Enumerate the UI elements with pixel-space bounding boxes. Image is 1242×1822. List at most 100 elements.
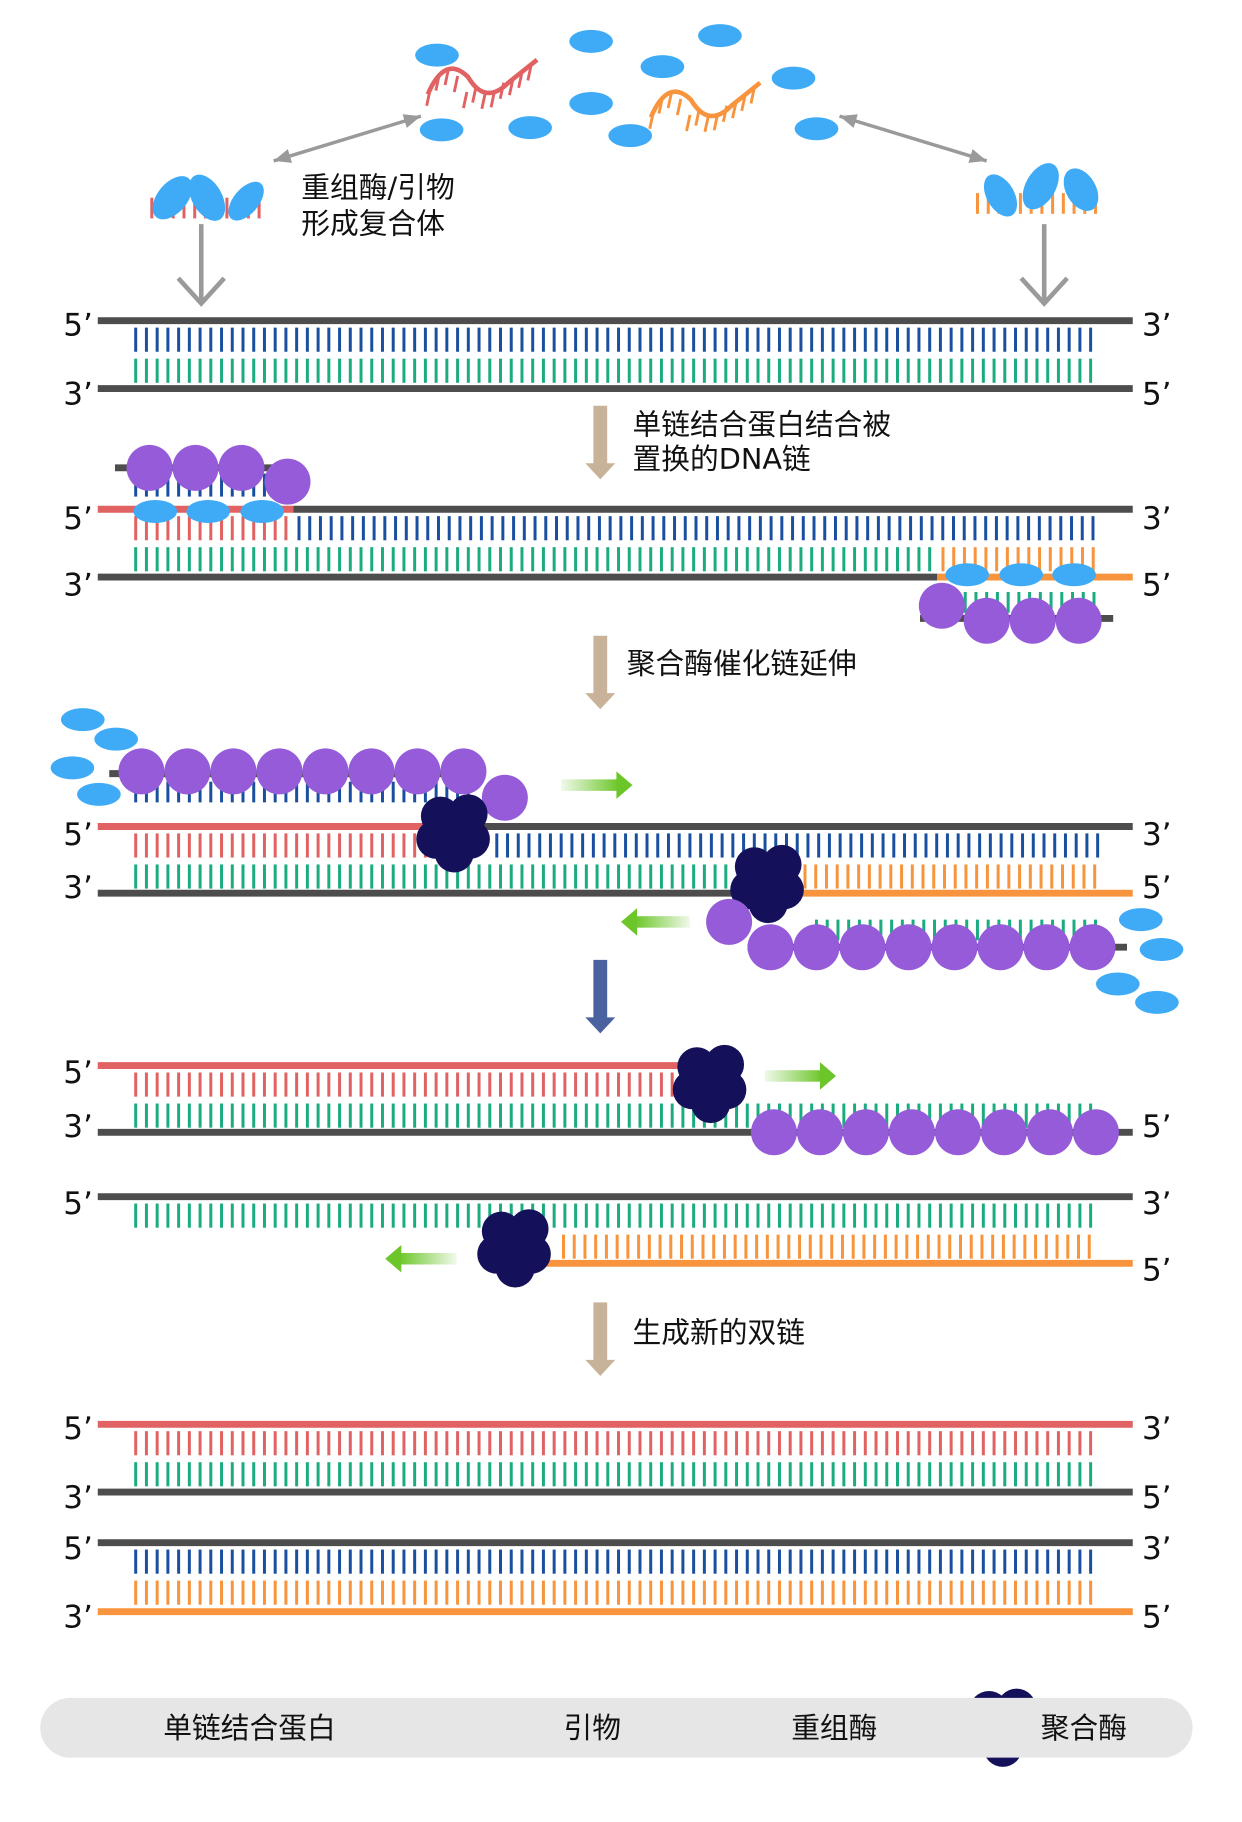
ssb-protein — [218, 444, 265, 491]
step-arrowhead — [585, 693, 616, 710]
three-prime-label: 3’ — [63, 870, 93, 906]
primer-base — [489, 90, 496, 108]
three-prime-label: 3’ — [63, 1600, 93, 1636]
ssb-protein — [302, 748, 349, 795]
recombinase — [508, 116, 552, 140]
complex-caption-line1: 重组酶/引物 — [301, 171, 454, 205]
five-prime-label: 5’ — [1142, 1109, 1172, 1145]
ssb-protein — [264, 458, 311, 505]
ssb-protein — [980, 1109, 1027, 1156]
primer-base — [740, 94, 747, 112]
complex-caption-line2: 形成复合体 — [301, 206, 445, 240]
primer-base — [703, 115, 710, 133]
primer-base — [462, 91, 469, 109]
recombinase — [60, 708, 105, 732]
recombinase — [240, 500, 285, 524]
legend-ssb-label: 单链结合蛋白 — [163, 1711, 335, 1745]
primer-base — [508, 78, 515, 96]
five-prime-label: 5’ — [63, 501, 93, 537]
recombinase — [228, 181, 264, 221]
ssb-protein — [750, 1109, 797, 1156]
extension-arrowhead — [616, 771, 633, 799]
five-prime-label: 5’ — [1142, 567, 1172, 603]
recombinase — [1095, 972, 1140, 996]
primer-icon — [648, 80, 762, 133]
ssb-protein — [481, 774, 528, 821]
five-prime-label: 5’ — [63, 1531, 93, 1567]
primer-base — [648, 112, 655, 130]
ssb-protein — [210, 748, 257, 795]
ssb-protein — [126, 444, 173, 491]
recombinase — [415, 43, 459, 67]
three-prime-label: 3’ — [1142, 1531, 1172, 1567]
five-prime-label: 5’ — [1142, 1480, 1172, 1516]
primer-base — [657, 97, 664, 114]
recombinase — [1063, 168, 1099, 211]
recombinase — [999, 563, 1044, 587]
recombinase — [133, 500, 178, 524]
ssb-protein — [1072, 1109, 1119, 1156]
step4-caption: 生成新的双链 — [633, 1316, 805, 1350]
step-arrowhead — [585, 1359, 616, 1376]
step2-caption: 聚合酶催化链延伸 — [627, 647, 857, 681]
ssb-protein — [394, 748, 441, 795]
ssb-protein — [706, 898, 753, 945]
recombinase — [94, 727, 138, 751]
ssb-protein — [885, 924, 932, 971]
polymerase-subunit — [748, 860, 788, 901]
legend-primer-label: 引物 — [564, 1711, 621, 1745]
recombinase — [608, 124, 653, 148]
three-prime-label: 3’ — [1142, 817, 1172, 853]
recombinase — [77, 782, 121, 806]
three-prime-label: 3’ — [1142, 308, 1172, 344]
ssb-protein — [256, 748, 303, 795]
five-prime-label: 5’ — [63, 1411, 93, 1447]
recombinase — [186, 500, 230, 524]
primer-base — [685, 114, 692, 132]
extension-arrow — [561, 779, 619, 791]
recombinase — [1022, 163, 1059, 210]
extension-arrow — [764, 1070, 823, 1082]
ssb-protein — [842, 1109, 889, 1156]
three-prime-label: 3’ — [1142, 1186, 1172, 1222]
ssb-protein — [963, 597, 1010, 644]
primer-base — [721, 105, 729, 123]
five-prime-label: 5’ — [63, 308, 93, 344]
ssb-protein — [934, 1109, 981, 1156]
ssb-protein — [1009, 597, 1056, 644]
ssb-protein — [1023, 924, 1070, 971]
five-prime-label: 5’ — [1142, 1600, 1172, 1636]
recombinase — [1135, 990, 1179, 1014]
step-arrowhead — [585, 1017, 616, 1034]
three-prime-label: 3’ — [1142, 1411, 1172, 1447]
step-arrowhead — [585, 463, 616, 480]
primer-base — [498, 82, 506, 100]
polymerase-subunit — [495, 1225, 535, 1265]
ssb-protein — [888, 1109, 935, 1156]
ssb-protein — [348, 748, 395, 795]
legend-polymerase-label: 聚合酶 — [1041, 1711, 1127, 1745]
step1-caption-line1: 单链结合蛋白结合被 — [633, 408, 892, 442]
three-prime-label: 3’ — [63, 1480, 93, 1516]
primer-base — [480, 92, 487, 110]
recombinase — [188, 174, 226, 221]
primer-base — [526, 64, 533, 81]
ssb-protein — [747, 924, 794, 971]
three-prime-label: 3’ — [1142, 501, 1172, 537]
extension-arrowhead — [621, 908, 638, 936]
five-prime-label: 5’ — [1142, 870, 1172, 906]
ssb-protein — [796, 1109, 843, 1156]
polymerase-subunit — [691, 1061, 731, 1101]
recombinase — [1118, 908, 1163, 932]
ssb-protein — [931, 924, 978, 971]
ssb-protein — [1069, 924, 1116, 971]
primer-base — [666, 91, 674, 109]
primer-base — [452, 75, 460, 93]
recombinase — [50, 756, 95, 780]
recombinase — [983, 174, 1018, 217]
extension-arrow — [399, 1252, 457, 1265]
recombinase — [569, 29, 613, 53]
ssb-protein — [118, 748, 165, 795]
extension-arrowhead — [819, 1062, 837, 1090]
